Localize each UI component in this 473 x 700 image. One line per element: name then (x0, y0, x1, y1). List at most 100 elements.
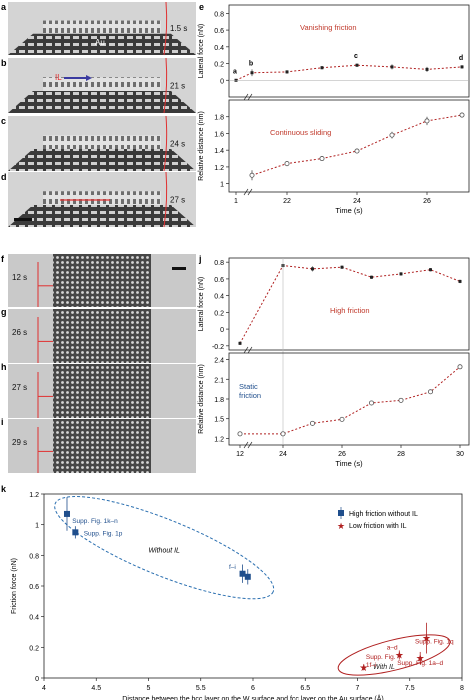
scale-bar-f (172, 267, 186, 270)
micrograph-i: 29 s (8, 419, 196, 473)
y-axis-label: Friction force (nN) (11, 558, 18, 614)
charts-layer: 0 0.2 0.4 0.6 0.8 Lateral force (nN) a b c d Vanis… (11, 4, 470, 700)
y-tick-label: 0 (220, 78, 224, 85)
red-guide (163, 171, 168, 228)
y-tick-label: -0.2 (212, 344, 224, 351)
y-axis-label: Lateral force (nN) (198, 24, 205, 78)
data-point-square (239, 570, 246, 577)
micrograph-b: 21 s (8, 57, 196, 114)
y-axis-label: Relative distance (nm) (198, 364, 205, 434)
x-tick-label: 7 (356, 685, 360, 692)
data-point (284, 161, 290, 167)
legend: High friction without IL ★ Low friction wi… (337, 507, 418, 531)
axis-break (243, 93, 253, 101)
y-tick-label: 0.4 (29, 615, 39, 622)
red-guide (163, 1, 168, 56)
micrograph-time: 27 s (170, 195, 185, 204)
data-point (309, 420, 315, 426)
point-label: f–i (229, 564, 236, 571)
lattice-top (43, 20, 161, 37)
point-label-a: a (233, 68, 237, 75)
data-point (237, 431, 243, 437)
data-point-star: ★ (395, 651, 404, 662)
y-tick-label: 0.2 (214, 310, 224, 317)
series-line (239, 264, 461, 344)
data-point-square (244, 573, 251, 580)
data-point-square (63, 510, 70, 517)
lattice-bottom (8, 33, 196, 55)
y-tick-label: 1 (35, 523, 39, 530)
chart-k: 4 4.5 5 5.5 6 6.5 7 7.5 8 0 0.2 0.4 0.6 0.8 1 1.2 Distan… (11, 492, 464, 700)
data-point (249, 172, 255, 178)
data-point (285, 70, 289, 74)
micrograph-c: 24 s (8, 115, 196, 172)
x-tick-label: 6 (251, 685, 255, 692)
y-tick-label: 1.6 (214, 131, 224, 138)
y-tick-label: 0.8 (29, 553, 39, 560)
y-tick-label: 0.2 (214, 62, 224, 69)
x-tick-label: 8 (460, 685, 464, 692)
y-tick-label: 0.6 (214, 28, 224, 35)
legend-marker-low: ★ (337, 521, 345, 531)
micrograph-time: 29 s (12, 438, 27, 447)
lattice-center (53, 309, 151, 363)
chart-annotation: Continuous sliding (270, 128, 331, 137)
ellipse-label-without-il: Without IL (149, 547, 181, 554)
x-tick-label: 26 (423, 198, 431, 205)
lattice-bottom (8, 91, 196, 113)
x-tick-label: 1 (234, 198, 238, 205)
point-label-c: c (354, 53, 358, 60)
x-tick-label: 6.5 (300, 685, 310, 692)
data-point (319, 156, 325, 162)
lattice-top (43, 77, 161, 94)
data-point (354, 148, 360, 154)
chart-annotation: High friction (330, 306, 370, 315)
plot-frame (228, 257, 470, 351)
data-point (355, 63, 359, 67)
red-guide (163, 57, 168, 114)
micrograph-column-left-2: 12 s 26 s 27 s 29 s (8, 254, 196, 473)
y-axis-label: Lateral force (nN) (198, 277, 205, 331)
x-tick-label: 4.5 (91, 685, 101, 692)
data-point (429, 268, 432, 272)
point-label: Supp. Fig. 1p (84, 530, 123, 537)
data-point (311, 267, 314, 271)
x-tick-label: 5.5 (196, 685, 206, 692)
chart-annotation-line2: friction (239, 391, 261, 400)
x-tick-label: 7.5 (405, 685, 415, 692)
chart-annotation: Vanishing friction (300, 23, 357, 32)
data-point-star: ★ (359, 663, 368, 674)
data-point (427, 389, 433, 395)
point-label: Supp. Fig. 1k–n (72, 518, 118, 525)
x-axis-label: Time (s) (335, 459, 363, 468)
data-point (460, 65, 464, 69)
series-line (251, 114, 463, 176)
lattice-center (53, 419, 151, 473)
micrograph-g: 26 s (8, 309, 196, 363)
chart-e-bottom: 1 1.2 1.4 1.6 1.8 Relative distance (nm) Conti… (198, 99, 470, 215)
x-tick-label: 30 (456, 451, 464, 458)
lattice-center (53, 254, 151, 307)
y-tick-label: 1.5 (214, 417, 224, 424)
data-point (238, 341, 242, 345)
lattice-top (43, 135, 161, 152)
panel-label-e: e (199, 2, 204, 12)
data-point (368, 400, 374, 406)
plot-frame (228, 99, 470, 193)
y-tick-label: 2.1 (214, 377, 224, 384)
y-tick-label: 0.4 (214, 45, 224, 52)
series-line (240, 366, 461, 435)
chart-j-bottom: 1.2 1.5 1.8 2.1 2.4 Relative distance (nm) Sta… (198, 352, 470, 468)
data-point (340, 265, 344, 269)
plot-frame (228, 4, 470, 98)
chart-e-top: 0 0.2 0.4 0.6 0.8 Lateral force (nN) a b c d Vanis… (198, 4, 470, 98)
y-tick-label: 1 (220, 182, 224, 189)
data-point (370, 275, 373, 279)
data-point (457, 364, 463, 370)
data-point (459, 112, 465, 118)
plot-frame (228, 352, 470, 446)
x-tick-label: 5 (147, 685, 151, 692)
x-axis-label: Distance between the bcc layer on the W … (122, 694, 383, 700)
panel-label-h: h (1, 362, 7, 372)
